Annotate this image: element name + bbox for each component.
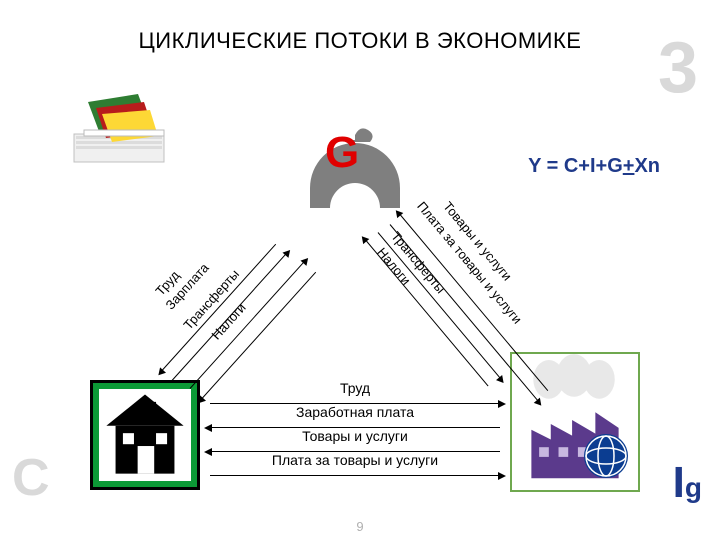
- h-label-4: Плата за товары и услуги: [210, 452, 500, 468]
- h-label-3: Товары и услуги: [210, 428, 500, 444]
- arrow-left-1: [162, 244, 276, 371]
- books-icon: [66, 88, 176, 168]
- investment-label: Ig: [673, 458, 702, 508]
- h-row-3: Товары и услуги: [210, 430, 500, 452]
- page-number: 9: [0, 519, 720, 534]
- gdp-formula: Y = C+I+G+Xn: [528, 155, 660, 178]
- globe-icon: [584, 434, 628, 478]
- slide-number-bg: 3: [658, 40, 698, 98]
- h-row-4: Плата за товары и услуги: [210, 454, 500, 476]
- consumer-label: C: [12, 448, 50, 508]
- right-label-2: Плата за товары и услуги: [414, 199, 525, 327]
- investment-subscript: g: [685, 472, 702, 503]
- formula-prefix: Y = C+I+G: [528, 155, 623, 177]
- formula-suffix: Xn: [634, 155, 660, 177]
- h-row-1: Труд: [210, 382, 500, 404]
- h-row-2: Заработная плата: [210, 406, 500, 428]
- h-label-2: Заработная плата: [210, 404, 500, 420]
- h-label-1: Труд: [210, 380, 500, 396]
- arrow-left-3: [190, 262, 304, 389]
- government-label: G: [325, 128, 359, 178]
- page-title: ЦИКЛИЧЕСКИЕ ПОТОКИ В ЭКОНОМИКЕ: [0, 28, 720, 54]
- horizontal-flows: Труд Заработная плата Товары и услуги Пл…: [210, 382, 500, 478]
- formula-underlined: +: [623, 155, 635, 177]
- investment-letter: I: [673, 458, 685, 507]
- household-node: [90, 380, 200, 490]
